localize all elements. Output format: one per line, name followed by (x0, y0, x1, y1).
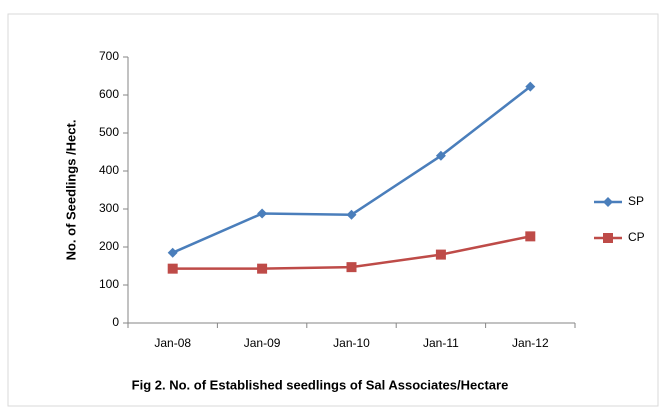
x-tick-label: Jan-12 (512, 336, 549, 350)
marker (435, 150, 446, 161)
marker (167, 263, 178, 274)
chart-title: Fig 2. No. of Established seedlings of S… (132, 377, 509, 392)
x-tick-label: Jan-11 (423, 336, 459, 350)
legend-label: CP (628, 230, 645, 244)
y-tick-label: 0 (112, 315, 119, 329)
x-tick-label: Jan-10 (333, 336, 370, 350)
y-tick-label: 100 (99, 277, 119, 291)
marker (525, 81, 536, 92)
x-tick-label: Jan-08 (154, 336, 191, 350)
marker (346, 209, 357, 220)
chart-frame (7, 13, 659, 407)
marker (167, 247, 178, 258)
x-tick-label: Jan-09 (244, 336, 281, 350)
marker (346, 262, 357, 273)
marker (257, 208, 268, 219)
y-tick-label: 500 (99, 125, 119, 139)
marker (603, 197, 613, 207)
y-tick-label: 600 (99, 87, 119, 101)
marker (257, 263, 268, 274)
y-tick-label: 300 (99, 201, 119, 215)
marker (435, 249, 446, 260)
y-axis-title: No. of Seedlings /Hect. (63, 120, 78, 261)
marker (603, 233, 613, 243)
marker (525, 231, 536, 242)
y-tick-label: 700 (99, 49, 119, 63)
y-tick-label: 200 (99, 239, 119, 253)
legend-label: SP (628, 194, 644, 208)
y-tick-label: 400 (99, 163, 119, 177)
